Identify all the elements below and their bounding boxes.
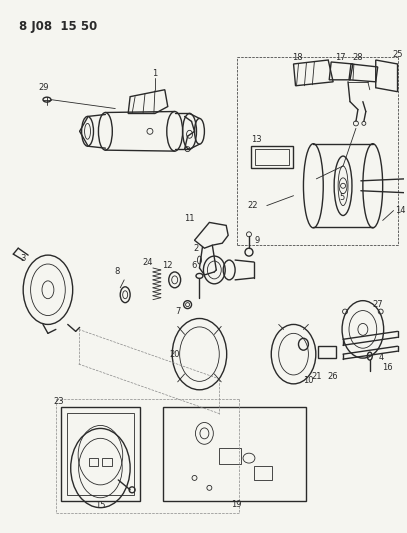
Bar — [103, 458, 112, 466]
Text: 14: 14 — [395, 206, 406, 215]
Text: 15: 15 — [95, 501, 106, 510]
Text: 28: 28 — [352, 53, 363, 61]
Bar — [255, 149, 289, 165]
Text: 12: 12 — [162, 261, 173, 270]
Bar — [61, 407, 140, 500]
Text: 13: 13 — [252, 135, 262, 144]
Text: 16: 16 — [382, 362, 393, 372]
Text: 18: 18 — [292, 53, 303, 61]
Bar — [251, 146, 293, 168]
Bar — [89, 458, 98, 466]
Bar — [67, 413, 134, 495]
Text: 7: 7 — [175, 307, 180, 316]
Text: 2: 2 — [194, 244, 199, 253]
Text: 25: 25 — [392, 50, 403, 59]
Text: 26: 26 — [328, 373, 339, 382]
Text: 8: 8 — [115, 268, 120, 277]
Text: 6: 6 — [192, 261, 197, 270]
Text: 10: 10 — [303, 376, 314, 385]
Text: 29: 29 — [39, 83, 49, 92]
Bar — [254, 466, 272, 480]
Text: 1: 1 — [152, 69, 158, 78]
Text: 9: 9 — [254, 236, 260, 245]
Text: 21: 21 — [311, 373, 322, 382]
Text: 4: 4 — [379, 353, 384, 361]
Text: 20: 20 — [169, 350, 180, 359]
Text: 27: 27 — [372, 300, 383, 309]
Text: 8 J08  15 50: 8 J08 15 50 — [19, 20, 97, 34]
Text: 11: 11 — [184, 214, 195, 223]
Text: 3: 3 — [20, 254, 26, 263]
Text: 23: 23 — [53, 397, 64, 406]
Text: 22: 22 — [248, 201, 258, 210]
Text: 5: 5 — [339, 193, 345, 202]
Bar — [163, 407, 306, 500]
Text: 17: 17 — [335, 53, 346, 61]
Text: 24: 24 — [143, 257, 153, 266]
Bar — [219, 448, 241, 464]
Bar — [318, 346, 336, 358]
Text: 19: 19 — [231, 500, 241, 509]
